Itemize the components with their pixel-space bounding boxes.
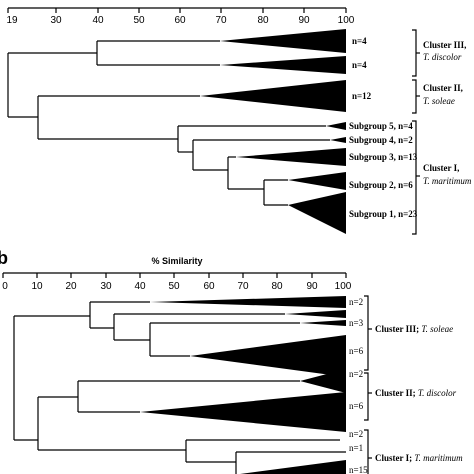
panel-b-triangles (140, 296, 346, 474)
cluster-species: T. maritimum (423, 176, 472, 186)
leaf-label: n=4 (352, 60, 367, 70)
panel-b-tick: 60 (203, 281, 215, 292)
panel-b-tick: 70 (237, 281, 249, 292)
collapsed-clade-triangle (220, 29, 346, 53)
panel-a-tick: 19 (6, 15, 18, 26)
leaf-label: Subgroup 2, n=6 (349, 180, 413, 190)
collapsed-clade-triangle (220, 56, 346, 74)
leaf-label: n=3 (349, 318, 364, 328)
panel-b-tick: 80 (271, 281, 283, 292)
panel-a-tree (7, 40, 330, 206)
leaf-label: n=2 (349, 429, 363, 439)
panel-letter: b (0, 248, 8, 268)
leaf-label: Subgroup 3, n=13 (349, 152, 418, 162)
panel-a-leaf-labels: n=4 n=4 n=12 Subgroup 5, n=4 Subgroup 4,… (349, 36, 418, 219)
panel-a-tick: 40 (92, 15, 104, 26)
panel-b-tick: 10 (31, 281, 43, 292)
cluster-label: Cluster II, (423, 83, 463, 93)
panel-b-tick: 20 (65, 281, 77, 292)
panel-b-leaf-labels: n=2 n=3 n=6 n=2 n=6 n=2 n=1 n=15 (349, 297, 368, 474)
collapsed-clade-triangle (330, 137, 346, 143)
panel-b: b % Similarity 0 10 20 30 40 50 60 70 80 (0, 248, 463, 474)
panel-b-axis: 0 10 20 30 40 50 60 70 80 90 100 (2, 272, 352, 292)
panel-a-axis: 19 30 40 50 60 70 80 90 100 (6, 7, 355, 26)
leaf-label: n=6 (349, 401, 364, 411)
panel-b-tick: 90 (306, 281, 318, 292)
leaf-label: Subgroup 4, n=2 (349, 135, 413, 145)
collapsed-clade-triangle (200, 80, 346, 112)
cluster-label: Cluster I, (423, 163, 459, 173)
panel-a-triangles (200, 29, 346, 234)
collapsed-clade-triangle (300, 320, 346, 326)
cluster-species: T. soleae (423, 96, 455, 106)
panel-a-tick: 50 (133, 15, 145, 26)
collapsed-clade-triangle (288, 172, 346, 190)
panel-a-tick: 70 (215, 15, 227, 26)
leaf-label: n=2 (349, 369, 363, 379)
leaf-label: n=2 (349, 297, 363, 307)
collapsed-clade-triangle (240, 460, 346, 474)
cluster-species: T. discolor (423, 52, 462, 62)
cluster-label: Cluster III, (423, 40, 466, 50)
collapsed-clade-triangle (285, 310, 346, 318)
collapsed-clade-triangle (150, 296, 346, 308)
panel-a-tick: 90 (298, 15, 310, 26)
leaf-label: n=12 (352, 91, 372, 101)
panel-b-tick: 100 (335, 281, 352, 292)
panel-a: 19 30 40 50 60 70 80 90 100 (6, 7, 472, 235)
panel-b-cluster-brackets: Cluster III; T. soleae Cluster II; T. di… (364, 295, 463, 474)
leaf-label: n=15 (349, 465, 368, 474)
collapsed-clade-triangle (288, 192, 346, 234)
collapsed-clade-triangle (140, 392, 346, 432)
cluster-label: Cluster II; T. discolor (375, 388, 457, 398)
panel-b-tree (13, 301, 346, 474)
panel-a-cluster-brackets: Cluster III, T. discolor Cluster II, T. … (412, 29, 472, 235)
leaf-label: n=4 (352, 36, 367, 46)
leaf-label: Subgroup 5, n=4 (349, 121, 413, 131)
collapsed-clade-triangle (326, 122, 346, 130)
panel-b-tick: 0 (2, 281, 8, 292)
collapsed-clade-triangle (236, 148, 346, 166)
panel-b-tick: 50 (168, 281, 180, 292)
panel-a-tick: 80 (257, 15, 269, 26)
panel-b-axis-title: % Similarity (151, 256, 202, 266)
collapsed-clade-triangle (190, 335, 346, 377)
panel-a-tick: 100 (338, 15, 355, 26)
leaf-label: Subgroup 1, n=23 (349, 209, 418, 219)
leaf-label: n=6 (349, 346, 364, 356)
cluster-label: Cluster III; T. soleae (375, 324, 453, 334)
panel-b-tick: 30 (100, 281, 112, 292)
panel-b-tick: 40 (134, 281, 146, 292)
leaf-label: n=1 (349, 443, 363, 453)
cluster-label: Cluster I; T. maritimum (375, 453, 463, 463)
panel-a-tick: 60 (174, 15, 186, 26)
collapsed-clade-triangle (300, 369, 346, 393)
panel-a-tick: 30 (50, 15, 62, 26)
